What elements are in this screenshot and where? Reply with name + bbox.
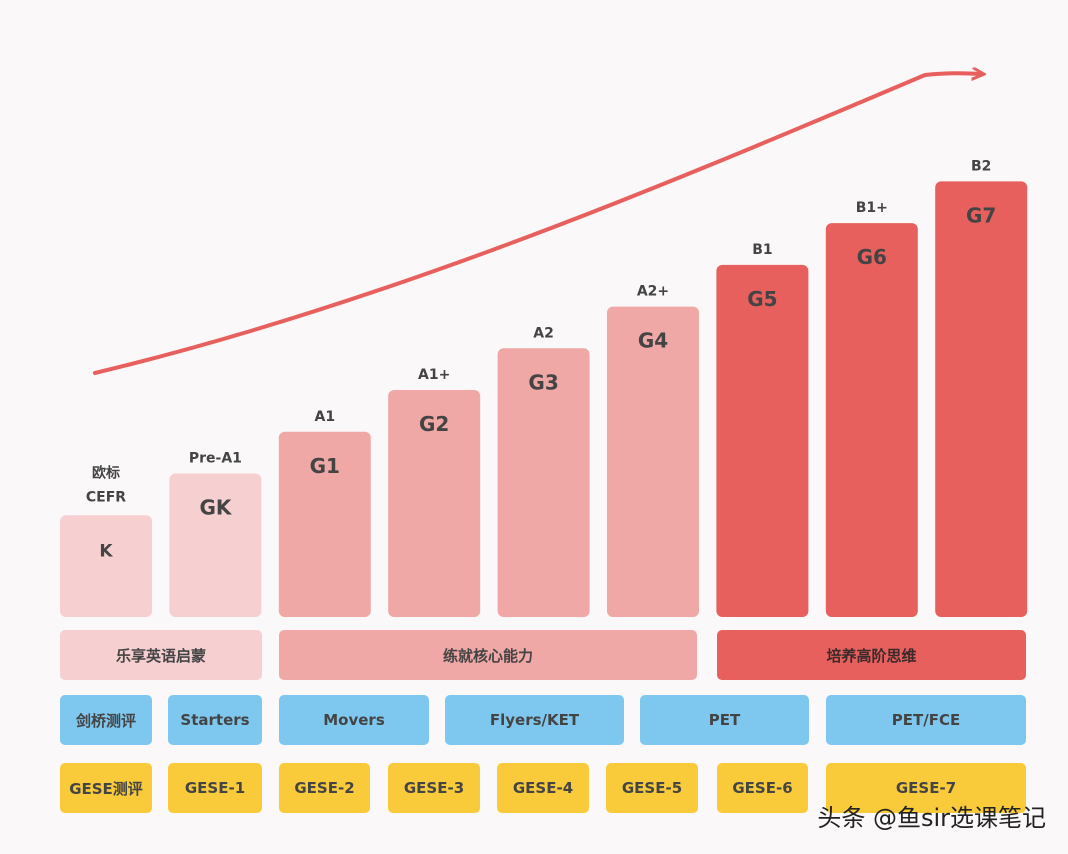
- bar-grade-label: G4: [638, 329, 668, 353]
- cambridge-cell: PET: [640, 695, 809, 745]
- gese-cell: GESE-4: [497, 763, 589, 813]
- bar-grade-label: K: [99, 541, 113, 561]
- cambridge-cell: Flyers/KET: [445, 695, 624, 745]
- cefr-level-label: B2: [971, 158, 991, 174]
- category-label: 培养高阶思维: [826, 646, 917, 665]
- gese-cell: GESE-7: [826, 763, 1026, 813]
- cambridge-label: PET: [708, 711, 741, 729]
- bar-grade-label: G3: [528, 370, 558, 394]
- cefr-axis-label: 欧标: [92, 464, 120, 481]
- category-band-2: 练就核心能力: [279, 630, 697, 680]
- cambridge-cell: Movers: [279, 695, 429, 745]
- bar-grade-label: GK: [199, 496, 232, 520]
- cefr-level-label: A2: [533, 325, 554, 341]
- watermark: 头条 @鱼sir选课笔记: [817, 804, 1046, 832]
- cambridge-cell: 剑桥测评: [60, 695, 152, 745]
- gese-label: GESE-6: [732, 779, 793, 797]
- cambridge-label: Flyers/KET: [489, 711, 580, 729]
- bar-g7: [935, 181, 1028, 617]
- bar-g4: [607, 306, 699, 617]
- bar-g3: [497, 348, 590, 617]
- gese-cell: GESE-2: [279, 763, 370, 813]
- bar-grade-label: G5: [747, 287, 777, 311]
- gese-label: GESE测评: [69, 779, 143, 798]
- bar-grade-label: G6: [857, 245, 887, 269]
- category-label: 乐享英语启蒙: [115, 646, 206, 665]
- cambridge-label: Starters: [180, 711, 250, 729]
- cefr-level-label: B1+: [856, 200, 888, 216]
- category-band-3: 培养高阶思维: [717, 630, 1026, 680]
- cambridge-label: 剑桥测评: [75, 711, 136, 730]
- cefr-level-label: Pre-A1: [189, 451, 242, 467]
- bar-gk: [169, 473, 262, 617]
- cambridge-cell: Starters: [168, 695, 262, 745]
- gese-cell: GESE-1: [168, 763, 262, 813]
- category-label: 练就核心能力: [442, 646, 533, 665]
- cambridge-label: Movers: [323, 711, 385, 729]
- gese-label: GESE-3: [403, 779, 465, 797]
- cefr-level-label: A1+: [418, 367, 450, 383]
- bar-k: [60, 515, 152, 617]
- gese-cell: GESE测评: [60, 763, 152, 813]
- gese-label: GESE-7: [895, 779, 957, 797]
- cefr-level-label: B1: [752, 242, 772, 258]
- gese-label: GESE-5: [621, 779, 683, 797]
- bar-grade-label: G7: [966, 203, 996, 227]
- bar-g6: [825, 223, 918, 617]
- trend-arrow: [93, 73, 982, 375]
- gese-label: GESE-2: [294, 779, 355, 797]
- bar-grade-label: G1: [310, 454, 340, 478]
- bar-g1: [278, 431, 371, 617]
- bar-grade-label: G2: [419, 412, 449, 436]
- cefr-axis-label: CEFR: [86, 489, 126, 505]
- gese-label: GESE-1: [184, 779, 246, 797]
- bar-g2: [388, 390, 481, 617]
- cefr-level-label: A2+: [637, 284, 669, 300]
- cambridge-cell: PET/FCE: [826, 695, 1026, 745]
- cambridge-label: PET/FCE: [891, 711, 961, 729]
- bar-g5: [716, 264, 809, 617]
- gese-cell: GESE-5: [606, 763, 698, 813]
- cefr-level-label: A1: [315, 409, 336, 425]
- gese-cell: GESE-6: [717, 763, 808, 813]
- gese-label: GESE-4: [512, 779, 574, 797]
- chart: K 欧标 CEFR GK Pre-A1 G1 A1 G2 A1+ G3 A2 G4 A2+ G5 B1 G6 B…: [60, 0, 1028, 617]
- gese-cell: GESE-3: [388, 763, 480, 813]
- category-band-1: 乐享英语启蒙: [60, 630, 262, 680]
